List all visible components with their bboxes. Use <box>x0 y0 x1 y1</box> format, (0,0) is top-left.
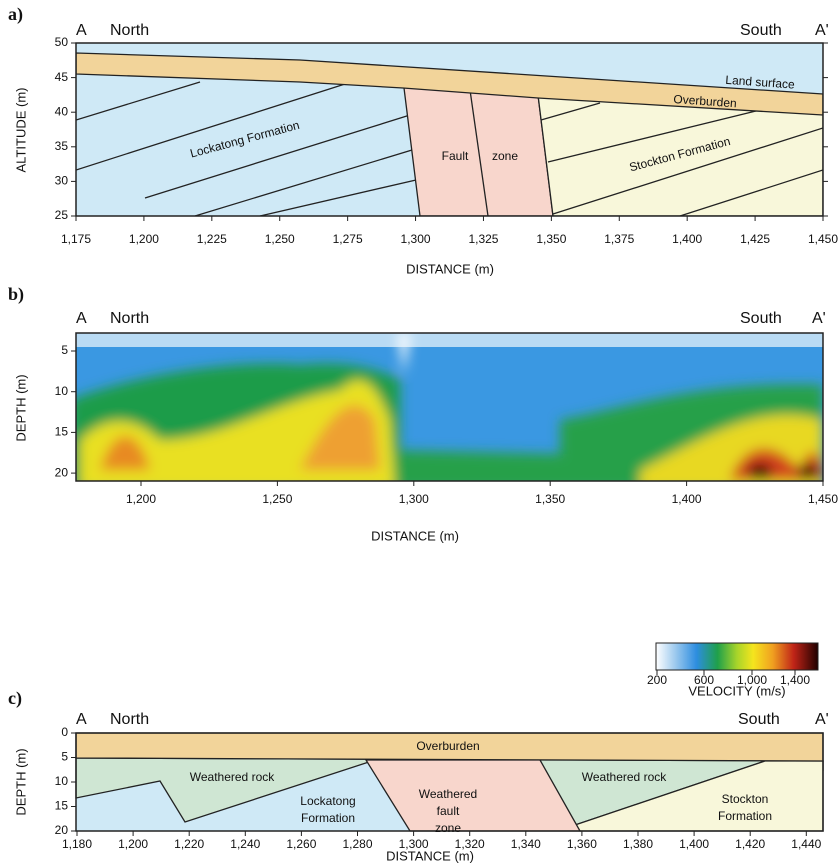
panel-label: a) <box>8 4 23 25</box>
direction: North <box>110 22 149 39</box>
annotation: Overburden <box>416 739 479 753</box>
y-tick-label: 50 <box>55 35 69 49</box>
annotation: Weathered rock <box>582 770 667 784</box>
x-tick-label: 1,220 <box>174 837 204 851</box>
section-c <box>75 732 824 832</box>
annotation: fault <box>437 804 460 818</box>
x-tick-label: 1,300 <box>401 232 431 246</box>
y-tick-label: 0 <box>61 725 68 739</box>
x-tick-label: 1,350 <box>535 492 565 506</box>
x-tick-label: 1,360 <box>567 837 597 851</box>
x-tick-label: 1,200 <box>126 492 156 506</box>
direction: South <box>740 310 782 327</box>
x-tick-label: 1,340 <box>511 837 541 851</box>
x-tick-label: 1,400 <box>672 232 702 246</box>
panel-label: c) <box>8 688 22 709</box>
annotation: Lockatong <box>300 794 355 808</box>
y-axis-label: DEPTH (m) <box>13 374 28 441</box>
annotation: Land surface <box>725 73 796 92</box>
x-tick-label: 1,350 <box>536 232 566 246</box>
annotation: zone <box>492 149 518 163</box>
direction: North <box>110 711 149 728</box>
y-tick-label: 10 <box>55 384 69 398</box>
x-tick-label: 1,280 <box>342 837 372 851</box>
section-end: A' <box>815 711 829 728</box>
colorbar <box>655 642 819 671</box>
annotation: Fault <box>442 149 469 163</box>
x-tick-label: 1,450 <box>808 492 838 506</box>
annotation: Formation <box>718 809 772 823</box>
annotation: zone <box>435 821 461 835</box>
x-tick-label: 1,175 <box>61 232 91 246</box>
section-a <box>76 43 823 216</box>
plot-frame <box>75 42 824 217</box>
x-tick-label: 1,300 <box>399 837 429 851</box>
x-tick-label: 1,325 <box>468 232 498 246</box>
x-tick-label: 1,450 <box>808 232 838 246</box>
section-end: A <box>76 711 87 728</box>
colorbar-tick-label: 1,400 <box>780 673 810 687</box>
x-axis-label: DISTANCE (m) <box>371 528 459 543</box>
annotation: Overburden <box>673 92 737 110</box>
colorbar-tick-label: 200 <box>647 673 667 687</box>
y-axis-label: DEPTH (m) <box>13 748 28 815</box>
x-tick-label: 1,300 <box>399 492 429 506</box>
y-tick-label: 20 <box>55 465 69 479</box>
direction: South <box>738 711 780 728</box>
x-tick-label: 1,400 <box>672 492 702 506</box>
x-tick-label: 1,420 <box>735 837 765 851</box>
section-end: A <box>76 22 87 39</box>
x-tick-label: 1,200 <box>118 837 148 851</box>
x-tick-label: 1,380 <box>623 837 653 851</box>
y-tick-label: 35 <box>55 139 69 153</box>
x-tick-label: 1,320 <box>455 837 485 851</box>
section-end: A' <box>815 22 829 39</box>
y-tick-label: 15 <box>55 799 69 813</box>
annotation: Weathered <box>419 787 477 801</box>
annotation: Weathered rock <box>190 770 275 784</box>
panel-label: b) <box>8 284 24 305</box>
colorbar-label: VELOCITY (m/s) <box>688 683 785 698</box>
annotation: Formation <box>301 811 355 825</box>
y-axis-label: ALTITUDE (m) <box>13 88 28 173</box>
x-tick-label: 1,225 <box>197 232 227 246</box>
annotation: Stockton <box>722 792 769 806</box>
y-tick-label: 30 <box>55 174 69 188</box>
y-tick-label: 20 <box>55 823 69 837</box>
x-tick-label: 1,260 <box>286 837 316 851</box>
velocity-section <box>76 333 823 481</box>
y-tick-label: 25 <box>55 208 69 222</box>
x-tick-label: 1,375 <box>604 232 634 246</box>
x-tick-label: 1,275 <box>333 232 363 246</box>
direction: North <box>110 310 149 327</box>
y-tick-label: 5 <box>61 750 68 764</box>
section-end: A' <box>812 310 826 327</box>
y-tick-label: 10 <box>55 774 69 788</box>
x-tick-label: 1,425 <box>740 232 770 246</box>
colorbar-tick-label: 1,000 <box>737 673 767 687</box>
y-tick-label: 40 <box>55 104 69 118</box>
x-tick-label: 1,180 <box>62 837 92 851</box>
section-end: A <box>76 310 87 327</box>
y-tick-label: 15 <box>55 425 69 439</box>
y-tick-label: 5 <box>61 343 68 357</box>
plot-frame <box>75 332 824 482</box>
x-tick-label: 1,250 <box>262 492 292 506</box>
direction: South <box>740 22 782 39</box>
x-tick-label: 1,250 <box>265 232 295 246</box>
x-axis-label: DISTANCE (m) <box>406 261 494 276</box>
x-axis-label: DISTANCE (m) <box>386 848 474 863</box>
x-tick-label: 1,440 <box>791 837 821 851</box>
colorbar-tick-label: 600 <box>694 673 714 687</box>
y-tick-label: 45 <box>55 70 69 84</box>
x-tick-label: 1,240 <box>230 837 260 851</box>
x-tick-label: 1,400 <box>679 837 709 851</box>
x-tick-label: 1,200 <box>129 232 159 246</box>
